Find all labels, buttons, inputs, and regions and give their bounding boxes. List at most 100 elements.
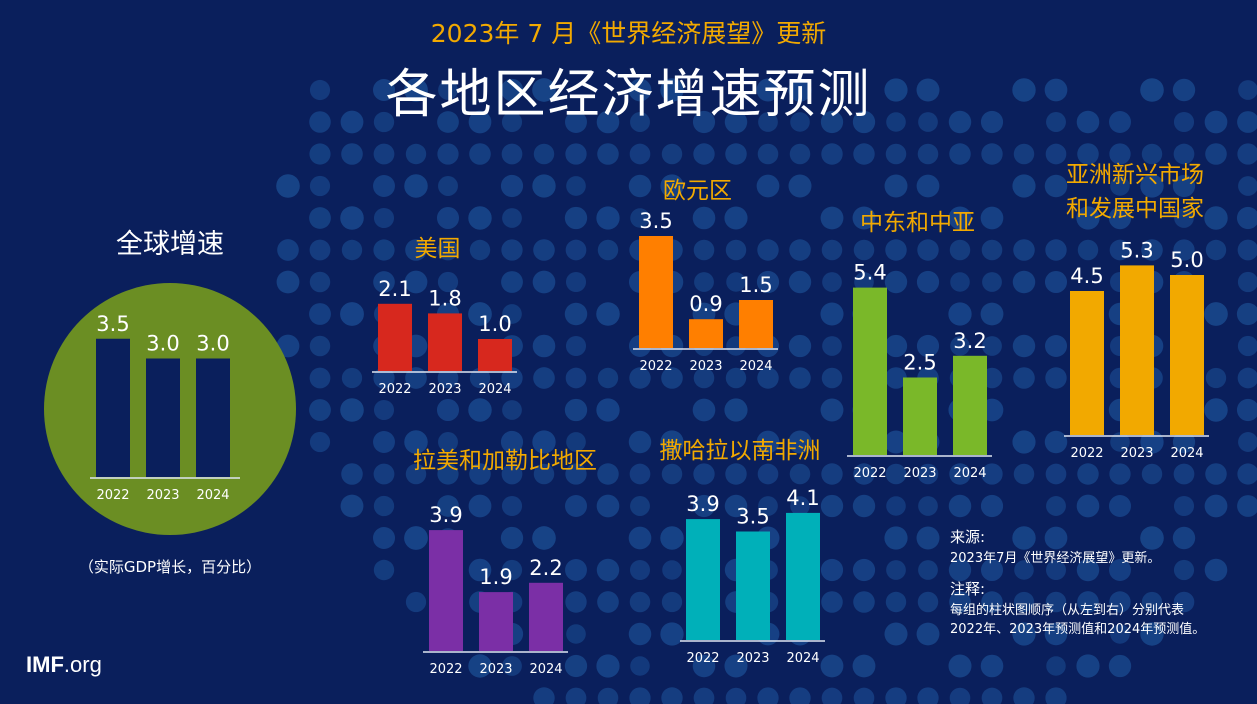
value-label-latam-2022: 3.9: [429, 503, 462, 527]
bg-dot: [309, 303, 331, 325]
bg-dot: [437, 143, 459, 165]
bg-dot: [1044, 334, 1068, 358]
bg-dot: [820, 302, 844, 326]
bar-euro-2024: [739, 300, 773, 348]
chart-title-us: 美国: [414, 236, 461, 262]
bg-dot: [1140, 78, 1164, 102]
bg-dot: [1045, 143, 1067, 165]
category-label-ssa-2022: 2022: [686, 651, 719, 666]
bg-dot: [1012, 78, 1036, 102]
bg-dot: [661, 591, 683, 613]
bg-dot: [693, 463, 715, 485]
bar-global-2024: [196, 358, 230, 477]
bg-dot: [1204, 494, 1228, 518]
bg-dot: [789, 239, 811, 261]
bg-dot: [917, 591, 939, 613]
value-label-global-2024: 3.0: [196, 332, 229, 356]
bg-dot: [822, 272, 842, 292]
bg-dot: [1237, 335, 1257, 357]
bg-dot: [1172, 78, 1196, 102]
category-label-us-2022: 2022: [378, 382, 411, 397]
bar-us-2024: [478, 339, 512, 371]
bg-dot: [1140, 174, 1164, 198]
bg-dot: [1205, 463, 1227, 485]
bg-dot: [886, 112, 906, 132]
bg-dot: [373, 271, 395, 293]
bg-dot: [788, 270, 812, 294]
bg-dot: [693, 239, 715, 261]
bg-dot: [1204, 206, 1228, 230]
bg-dot: [1109, 111, 1131, 133]
bg-dot: [501, 495, 523, 517]
bg-dot: [1109, 463, 1131, 485]
bg-dot: [437, 367, 459, 389]
bg-dot: [564, 654, 588, 678]
chart-title-asia: 亚洲新兴市场 和发展中国家: [1045, 158, 1225, 226]
bg-dot: [566, 176, 586, 196]
value-label-global-2022: 3.5: [96, 312, 129, 336]
bg-dot: [980, 110, 1004, 134]
bg-dot: [949, 143, 971, 165]
bg-dot: [596, 494, 620, 518]
bg-dot: [1109, 239, 1131, 261]
bg-dot: [790, 112, 810, 132]
bg-dot: [724, 398, 748, 422]
bg-dot: [949, 687, 971, 704]
value-label-global-2023: 3.0: [146, 332, 179, 356]
bg-dot: [1110, 432, 1130, 452]
bg-dot: [885, 591, 907, 613]
bg-dot: [309, 271, 331, 293]
bg-dot: [628, 78, 652, 102]
bg-dot: [694, 272, 714, 292]
category-label-asia-2022: 2022: [1070, 446, 1103, 461]
bg-dot: [596, 206, 620, 230]
bg-dot: [885, 239, 907, 261]
bg-dot: [532, 270, 556, 294]
bg-dot: [404, 78, 428, 102]
bg-dot: [596, 558, 620, 582]
bg-dot: [565, 143, 587, 165]
bg-dot: [982, 272, 1002, 292]
bg-dot: [662, 560, 682, 580]
bg-dot: [340, 110, 364, 134]
chart-euro: 3.5 2022 0.9 2023 1.5 2024: [633, 209, 778, 374]
note-label: 注释:: [950, 580, 986, 598]
bg-dot: [1045, 687, 1067, 704]
bg-dot: [565, 559, 587, 581]
bg-dot: [725, 687, 747, 704]
page-subtitle: 2023年 7 月《世界经济展望》更新: [430, 19, 827, 48]
bg-dot: [437, 271, 459, 293]
bg-dot: [981, 463, 1003, 485]
bg-dot: [373, 143, 395, 165]
bg-dot: [948, 110, 972, 134]
bg-dot: [438, 432, 458, 452]
bg-dot: [820, 398, 844, 422]
bg-dot: [1173, 111, 1195, 133]
bar-ssa-2023: [736, 531, 770, 640]
bg-dot: [564, 398, 588, 422]
bg-dot: [660, 78, 684, 102]
bg-dot: [468, 110, 492, 134]
bg-dot: [1013, 367, 1035, 389]
bg-dot: [1237, 271, 1257, 293]
bg-dot: [884, 78, 908, 102]
bg-dot: [950, 336, 970, 356]
bg-dot: [757, 367, 779, 389]
bg-dot: [1172, 174, 1196, 198]
chart-title-ssa: 撒哈拉以南非洲: [659, 438, 821, 464]
bg-dot: [340, 302, 364, 326]
bg-dot: [596, 654, 620, 678]
category-label-asia-2023: 2023: [1120, 446, 1153, 461]
bg-dot: [597, 687, 619, 704]
bg-dot: [1238, 176, 1257, 196]
category-label-mecca-2024: 2024: [953, 466, 986, 481]
bg-dot: [630, 656, 650, 676]
bg-dot: [884, 622, 908, 646]
bg-dot: [597, 591, 619, 613]
imf-logo[interactable]: IMF.org: [26, 652, 102, 678]
bg-dot: [468, 654, 492, 678]
bg-dot: [854, 272, 874, 292]
bg-dot: [404, 174, 428, 198]
bg-dot: [1045, 367, 1067, 389]
bg-dot: [341, 463, 363, 485]
